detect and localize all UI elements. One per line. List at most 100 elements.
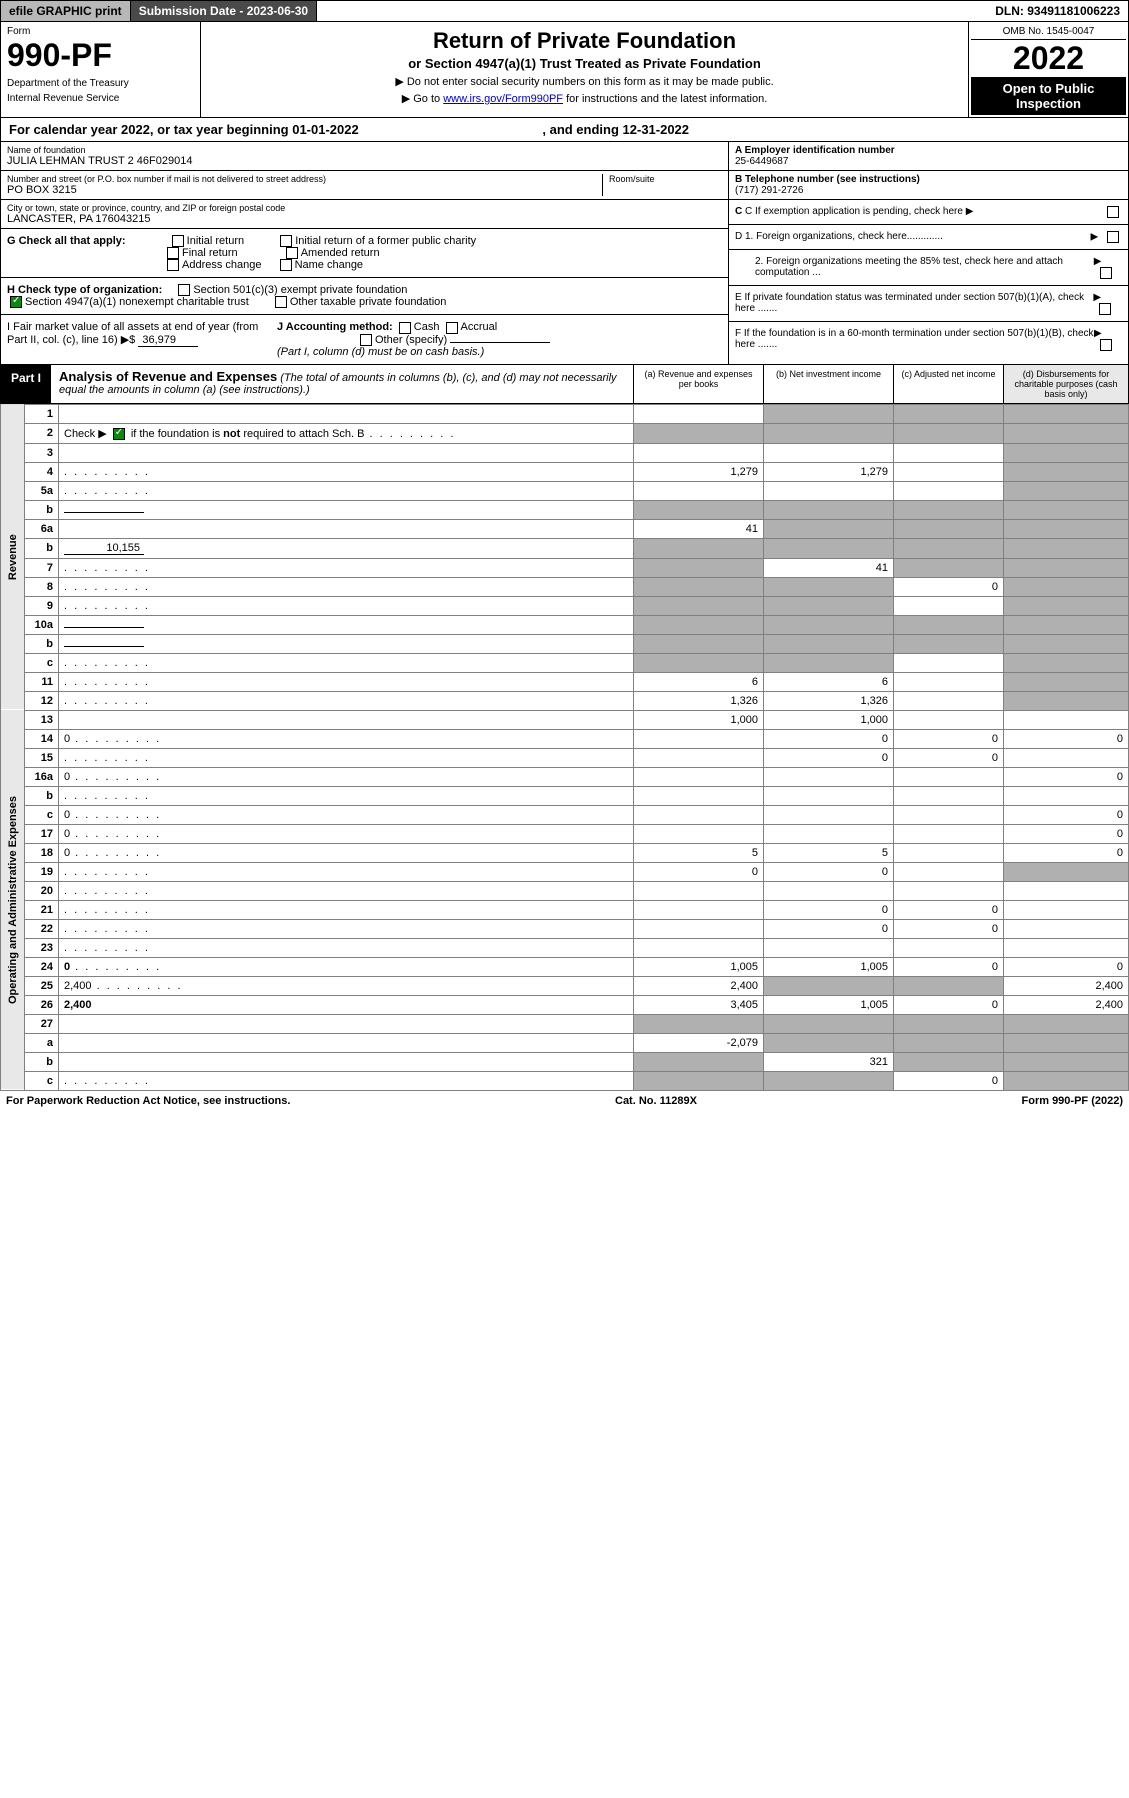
room-label: Room/suite — [609, 174, 722, 184]
submission-date: Submission Date - 2023-06-30 — [131, 1, 317, 21]
form-note2: ▶ Go to www.irs.gov/Form990PF for instru… — [207, 92, 962, 105]
table-row: a-2,079 — [1, 1033, 1129, 1052]
line-number: 21 — [25, 900, 59, 919]
value-col-c — [894, 423, 1004, 443]
value-col-a: 1,005 — [634, 957, 764, 976]
schb-checkbox[interactable] — [113, 428, 125, 440]
phone-value: (717) 291-2726 — [735, 185, 803, 196]
initial-former-checkbox[interactable] — [280, 235, 292, 247]
j-accrual: Accrual — [461, 321, 498, 333]
value-col-d — [1004, 786, 1129, 805]
value-col-a — [634, 500, 764, 519]
table-row: c — [1, 653, 1129, 672]
j-other: Other (specify) — [375, 334, 447, 346]
line-number: 27 — [25, 1014, 59, 1033]
value-col-a — [634, 938, 764, 957]
expenses-section-label: Operating and Administrative Expenses — [1, 710, 25, 1090]
value-col-b: 6 — [764, 672, 894, 691]
value-col-a: 1,279 — [634, 462, 764, 481]
note2-pre: ▶ Go to — [402, 93, 443, 105]
table-row: 21 00 — [1, 900, 1129, 919]
value-col-a — [634, 767, 764, 786]
value-col-b — [764, 824, 894, 843]
line-number: 4 — [25, 462, 59, 481]
line-number: 24 — [25, 957, 59, 976]
line-description — [59, 404, 634, 423]
h-label: H Check type of organization: — [7, 284, 162, 296]
table-row: 80 — [1, 577, 1129, 596]
value-col-a — [634, 824, 764, 843]
value-col-b: 1,005 — [764, 957, 894, 976]
line-description: 0 — [59, 824, 634, 843]
g-check-row: G Check all that apply: Initial return I… — [1, 229, 728, 278]
d1-checkbox[interactable] — [1107, 231, 1119, 243]
calyear-begin: For calendar year 2022, or tax year begi… — [9, 122, 359, 137]
efile-print-button[interactable]: efile GRAPHIC print — [1, 1, 131, 21]
value-col-d — [1004, 404, 1129, 423]
value-col-d: 0 — [1004, 843, 1129, 862]
part1-title: Analysis of Revenue and Expenses — [59, 369, 277, 384]
value-col-c — [894, 881, 1004, 900]
line-number: 6a — [25, 519, 59, 538]
d2-checkbox[interactable] — [1100, 267, 1112, 279]
line-number: b — [25, 538, 59, 558]
form-number: 990-PF — [7, 37, 194, 74]
j-other-checkbox[interactable] — [360, 334, 372, 346]
g-label: G Check all that apply: — [7, 235, 126, 247]
line-description: Check ▶ if the foundation is not require… — [59, 423, 634, 443]
i-j-row: I Fair market value of all assets at end… — [1, 315, 728, 363]
value-col-d — [1004, 900, 1129, 919]
line-number: c — [25, 805, 59, 824]
final-return-checkbox[interactable] — [167, 247, 179, 259]
value-col-a: 0 — [634, 862, 764, 881]
h-other-checkbox[interactable] — [275, 296, 287, 308]
value-col-b: 1,279 — [764, 462, 894, 481]
h-4947-checkbox[interactable] — [10, 296, 22, 308]
amended-checkbox[interactable] — [286, 247, 298, 259]
value-col-b: 0 — [764, 900, 894, 919]
table-row: Revenue1 — [1, 404, 1129, 423]
address-change-checkbox[interactable] — [167, 259, 179, 271]
value-col-b — [764, 786, 894, 805]
initial-return-checkbox[interactable] — [172, 235, 184, 247]
table-row: 252,4002,4002,400 — [1, 976, 1129, 995]
value-col-b: 1,326 — [764, 691, 894, 710]
instructions-link[interactable]: www.irs.gov/Form990PF — [443, 93, 563, 105]
value-col-d — [1004, 443, 1129, 462]
f-checkbox[interactable] — [1100, 339, 1112, 351]
line-description: 0 — [59, 805, 634, 824]
j-accrual-checkbox[interactable] — [446, 322, 458, 334]
value-col-d — [1004, 1033, 1129, 1052]
line-description — [59, 500, 634, 519]
value-col-b — [764, 538, 894, 558]
value-col-b — [764, 615, 894, 634]
value-col-c: 0 — [894, 900, 1004, 919]
table-row: 3 — [1, 443, 1129, 462]
value-col-b — [764, 481, 894, 500]
value-col-d — [1004, 862, 1129, 881]
e-checkbox[interactable] — [1099, 303, 1111, 315]
note2-post: for instructions and the latest informat… — [563, 93, 767, 105]
value-col-b: 1,000 — [764, 710, 894, 729]
c-checkbox[interactable] — [1107, 206, 1119, 218]
j-cash-checkbox[interactable] — [399, 322, 411, 334]
open-public-badge: Open to Public Inspection — [971, 77, 1126, 115]
value-col-c — [894, 404, 1004, 423]
h-check-row: H Check type of organization: Section 50… — [1, 278, 728, 315]
g-opt-5: Name change — [295, 259, 364, 271]
h-501c3-checkbox[interactable] — [178, 284, 190, 296]
calendar-year-row: For calendar year 2022, or tax year begi… — [0, 118, 1129, 142]
line-description — [59, 519, 634, 538]
line-number: c — [25, 1071, 59, 1090]
table-row: c00 — [1, 805, 1129, 824]
value-col-c — [894, 519, 1004, 538]
name-change-checkbox[interactable] — [280, 259, 292, 271]
top-bar: efile GRAPHIC print Submission Date - 20… — [0, 0, 1129, 22]
value-col-b — [764, 938, 894, 957]
form-title: Return of Private Foundation — [207, 28, 962, 54]
entity-info: Name of foundation JULIA LEHMAN TRUST 2 … — [0, 142, 1129, 365]
value-col-a — [634, 805, 764, 824]
table-row: 23 — [1, 938, 1129, 957]
line-description — [59, 1033, 634, 1052]
f-label: F If the foundation is in a 60-month ter… — [735, 328, 1094, 350]
